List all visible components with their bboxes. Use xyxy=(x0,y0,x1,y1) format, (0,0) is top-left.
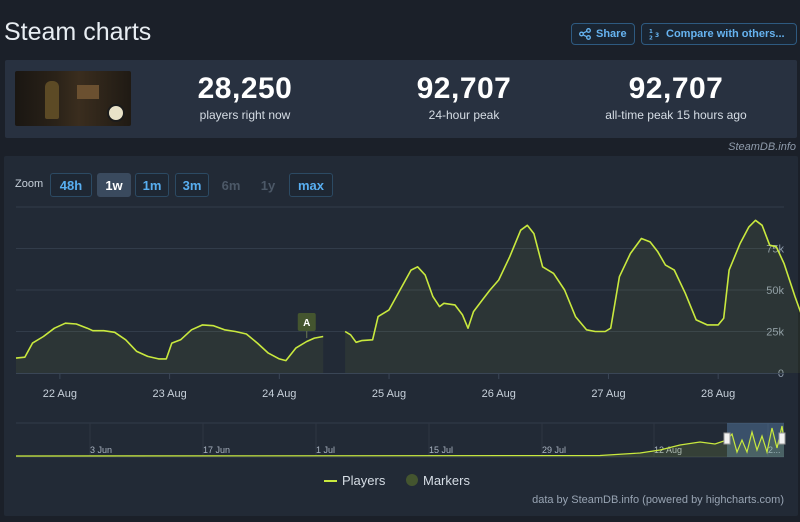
x-tick-label: 25 Aug xyxy=(372,388,406,400)
zoom-button-6m: 6m xyxy=(221,177,241,193)
navigator-tick-label: 12 Aug xyxy=(654,445,682,455)
stat-label: 24-hour peak xyxy=(428,108,500,122)
navigator-handle xyxy=(778,432,786,445)
stat-label: players right now xyxy=(199,108,291,122)
legend-players-label: Players xyxy=(342,473,386,488)
marker-label: A xyxy=(303,318,310,329)
stat-24h-peak: 92,707 24-hour peak xyxy=(364,72,564,122)
navigator-handle xyxy=(723,432,731,445)
zoom-button-1y: 1y xyxy=(260,177,276,193)
y-tick-label: 50k xyxy=(766,285,784,297)
zoom-label: Zoom xyxy=(15,178,44,190)
legend-markers-label: Markers xyxy=(423,473,470,488)
stat-value: 28,250 xyxy=(197,72,293,105)
players-line xyxy=(344,219,800,344)
navigator-tick-label: 1 Jul xyxy=(316,445,335,455)
svg-text:1: 1 xyxy=(649,29,653,35)
players-area xyxy=(345,220,800,373)
navigator-line xyxy=(15,425,785,457)
zoom-button-48h[interactable]: 48h xyxy=(50,173,92,197)
svg-text:3: 3 xyxy=(655,32,659,39)
navigator-tick-label: 2... xyxy=(768,445,781,455)
steamdb-credit-top[interactable]: SteamDB.info xyxy=(728,141,796,153)
stat-current-players: 28,250 players right now xyxy=(145,72,345,122)
zoom-button-1w[interactable]: 1w xyxy=(97,173,131,197)
legend-markers-symbol xyxy=(406,474,418,486)
svg-text:2: 2 xyxy=(649,36,653,41)
players-line xyxy=(15,322,324,362)
navigator-tick-label: 3 Jun xyxy=(90,445,112,455)
share-icon xyxy=(579,28,591,40)
zoom-button-3m[interactable]: 3m xyxy=(175,173,209,197)
navigator-area xyxy=(16,426,784,457)
navigator-tick-label: 15 Jul xyxy=(429,445,453,455)
stats-bar: 28,250 players right now 92,707 24-hour … xyxy=(5,60,797,138)
x-tick-label: 24 Aug xyxy=(262,388,296,400)
x-tick-label: 26 Aug xyxy=(482,388,516,400)
zoom-button-1m[interactable]: 1m xyxy=(135,173,169,197)
marker-flag xyxy=(297,313,316,331)
stat-all-time-peak: 92,707 all-time peak 15 hours ago xyxy=(576,72,776,122)
x-tick-label: 22 Aug xyxy=(43,388,77,400)
navigator-tick-label: 17 Jun xyxy=(203,445,230,455)
y-tick-label: 25k xyxy=(766,327,784,339)
x-tick-label: 28 Aug xyxy=(701,388,735,400)
share-button[interactable]: Share xyxy=(571,23,635,45)
game-thumbnail[interactable] xyxy=(15,71,131,126)
players-area xyxy=(16,323,324,373)
stat-value: 92,707 xyxy=(416,72,512,105)
x-tick-label: 27 Aug xyxy=(591,388,625,400)
navigator-tick-label: 29 Jul xyxy=(542,445,566,455)
y-tick-label: 75k xyxy=(766,244,784,256)
highcharts-credit[interactable]: data by SteamDB.info (powered by highcha… xyxy=(532,494,784,506)
stat-value: 92,707 xyxy=(628,72,724,105)
compare-label: Compare with others... xyxy=(666,28,785,40)
stat-label: all-time peak 15 hours ago xyxy=(605,108,747,122)
share-label: Share xyxy=(596,28,627,40)
page-title: Steam charts xyxy=(4,18,152,46)
zoom-button-max[interactable]: max xyxy=(289,173,333,197)
x-tick-label: 23 Aug xyxy=(152,388,186,400)
